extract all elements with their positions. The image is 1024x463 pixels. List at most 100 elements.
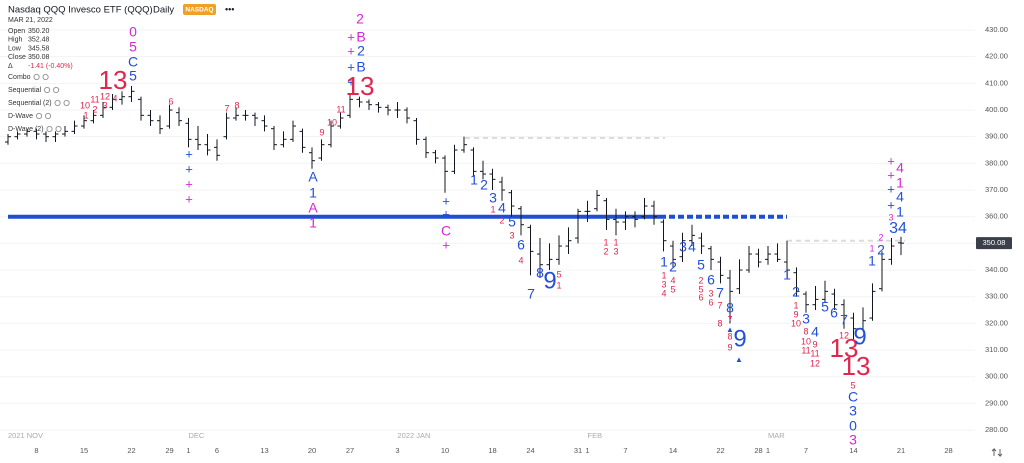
- annotation: +: [887, 197, 895, 212]
- last-price-label: 350.08: [983, 238, 1006, 247]
- menu[interactable]: •••: [225, 4, 234, 14]
- y-tick-label: 400.00: [985, 105, 1008, 114]
- annotation: +: [185, 146, 193, 161]
- x-tick-label: 29: [165, 446, 173, 455]
- annotation: 1: [613, 237, 618, 247]
- annotation: 2: [877, 242, 885, 258]
- annotation: 6: [698, 292, 703, 302]
- annotation: 0: [849, 418, 857, 434]
- x-tick-label: 27: [346, 446, 354, 455]
- levels: [8, 137, 905, 242]
- annotation: 13: [830, 333, 859, 363]
- annotation: 3: [708, 288, 713, 298]
- y-tick-label: 290.00: [985, 398, 1008, 407]
- annotation: 5: [129, 68, 137, 84]
- annotation: B: [356, 59, 365, 75]
- indicator-name[interactable]: Combo: [8, 74, 31, 81]
- annotation: 11: [90, 94, 99, 104]
- settings-icon[interactable]: [44, 112, 52, 120]
- scale-toggle[interactable]: [991, 447, 1003, 458]
- annotation: 8: [726, 300, 734, 316]
- annotation: +: [347, 43, 355, 58]
- settings-icon[interactable]: [43, 86, 51, 94]
- y-tick-label: 330.00: [985, 292, 1008, 301]
- annotation: 4: [498, 200, 506, 216]
- y-tick-label: 340.00: [985, 265, 1008, 274]
- indicator-name[interactable]: Sequential (2): [8, 100, 52, 107]
- annotation: +: [442, 193, 450, 208]
- header: Nasdaq QQQ Invesco ETF (QQQ) Daily NASDA…: [8, 4, 234, 24]
- annotation: 5: [850, 380, 855, 390]
- annotation: 7: [727, 314, 732, 324]
- annotation: +: [887, 167, 895, 182]
- annotation: 7: [716, 285, 724, 301]
- annotation: 4: [112, 93, 117, 103]
- month-label: FEB: [588, 431, 603, 440]
- annotation: 0: [129, 24, 137, 40]
- y-tick-label: 300.00: [985, 372, 1008, 381]
- y-tick-label: 390.00: [985, 132, 1008, 141]
- x-tick-label: 20: [308, 446, 316, 455]
- axes: 280.00 290.00 300.00 310.00 320.00 330.00 340.…: [8, 25, 1012, 455]
- annotation: 5: [670, 284, 675, 294]
- annotation: 4: [811, 324, 819, 340]
- settings-icon[interactable]: [54, 99, 61, 107]
- info-label: Low: [8, 45, 22, 52]
- annotation: 2: [669, 259, 677, 275]
- annotation: 3: [888, 212, 893, 222]
- annotation: 1: [793, 300, 798, 310]
- annotation: 9: [812, 339, 817, 349]
- x-tick-label: 15: [80, 446, 88, 455]
- y-tick-label: 320.00: [985, 318, 1008, 327]
- settings-icon[interactable]: [63, 99, 70, 107]
- y-tick-label: 310.00: [985, 345, 1008, 354]
- settings-icon[interactable]: [42, 73, 49, 81]
- annotation: 4: [688, 239, 696, 255]
- annotation: 34: [889, 220, 907, 237]
- annotation: 3: [802, 311, 810, 327]
- settings-icon[interactable]: [35, 112, 43, 120]
- x-tick-label: 10: [441, 446, 449, 455]
- date: MAR 21, 2022: [8, 17, 53, 24]
- title: Nasdaq QQQ Invesco ETF (QQQ): [8, 5, 153, 16]
- annotation: +: [347, 29, 355, 44]
- annotation: 5: [697, 257, 705, 273]
- annotation: 1: [309, 215, 317, 231]
- annotation: 3: [849, 403, 857, 419]
- x-tick-label: 22: [716, 446, 724, 455]
- annotation: 7: [717, 300, 722, 310]
- annotation: 1: [783, 267, 791, 283]
- annotation: 3: [613, 246, 618, 256]
- x-tick-label: 6: [215, 446, 219, 455]
- settings-icon[interactable]: [46, 125, 53, 133]
- settings-icon[interactable]: [52, 86, 60, 94]
- x-tick-label: 1: [766, 446, 770, 455]
- annotation: 10: [80, 100, 90, 110]
- indicator-name[interactable]: D-Wave: [8, 113, 33, 120]
- annotation: 2: [480, 177, 488, 193]
- annotation: 3: [489, 190, 497, 206]
- settings-icon[interactable]: [33, 73, 40, 81]
- annotation: 13: [99, 65, 128, 95]
- x-tick-label: 7: [804, 446, 808, 455]
- x-tick-label: 31: [574, 446, 582, 455]
- info-value: 345.58: [28, 45, 50, 52]
- annotation: 1: [309, 185, 317, 201]
- annotation: 9: [727, 342, 732, 352]
- x-tick-label: 24: [526, 446, 534, 455]
- settings-icon[interactable]: [55, 125, 62, 133]
- annotation: 13: [842, 351, 871, 381]
- annotation: 12: [810, 358, 820, 368]
- x-tick-label: 18: [488, 446, 496, 455]
- y-tick-label: 430.00: [985, 25, 1008, 34]
- annotation: C: [128, 54, 138, 70]
- indicator-name[interactable]: D-Wave (2): [8, 126, 44, 133]
- annotation: 1: [556, 280, 561, 290]
- annotation: 3: [849, 432, 857, 448]
- annotation: 4: [518, 255, 523, 265]
- indicator-name[interactable]: Sequential: [8, 87, 42, 94]
- annotation: 5: [508, 214, 516, 230]
- y-tick-label: 410.00: [985, 78, 1008, 87]
